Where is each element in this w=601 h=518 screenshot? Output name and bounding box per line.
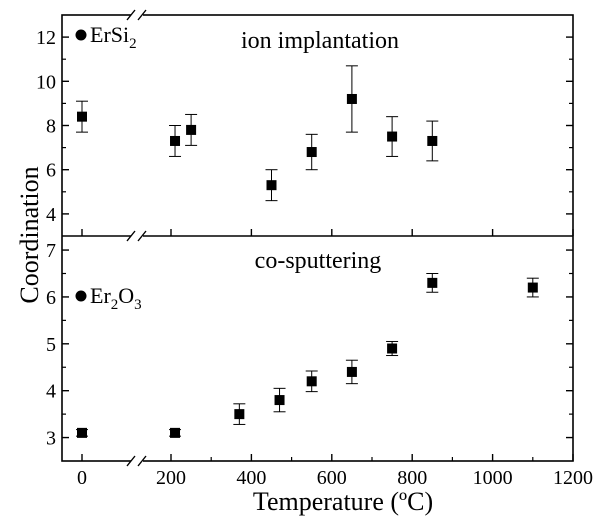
legend-marker xyxy=(75,29,87,41)
axis-break-mark xyxy=(137,9,147,21)
data-point xyxy=(77,427,87,438)
data-point xyxy=(346,93,357,104)
data-point xyxy=(387,131,398,142)
plot-frame xyxy=(61,14,574,462)
x-tick-label: 0 xyxy=(77,467,87,489)
x-tick-label: 1000 xyxy=(473,467,513,489)
axis-break-mark xyxy=(126,455,136,467)
x-tick-label: 200 xyxy=(156,467,186,489)
legend-label: ErSi2 xyxy=(90,22,137,52)
data-point xyxy=(274,395,285,406)
data-point xyxy=(234,409,245,420)
x-tick-label: 600 xyxy=(317,467,347,489)
x-axis: 0 200 400 600 800 1000 1200 xyxy=(77,229,593,489)
data-point xyxy=(77,111,87,122)
data-point xyxy=(387,343,398,354)
x-tick-label: 800 xyxy=(397,467,427,489)
data-point xyxy=(306,376,317,387)
data-point xyxy=(306,147,317,158)
y-tick-label: 7 xyxy=(46,240,56,262)
axis-break-mark xyxy=(126,230,136,242)
x-axis-label: Temperature (ºC) xyxy=(253,487,433,516)
ion-implantation-panel: 4 6 8 10 12 ion implantation ErSi2 xyxy=(36,22,573,226)
co-sputtering-panel: 3 4 5 6 7 co-sputtering Er2O3 xyxy=(46,240,573,450)
y-tick-label: 6 xyxy=(46,160,56,182)
legend-marker xyxy=(75,290,87,302)
y-tick-label: 6 xyxy=(46,287,56,309)
data-point xyxy=(427,277,438,288)
x-tick-label: 1200 xyxy=(553,467,593,489)
axis-break-gap xyxy=(131,12,143,18)
y-tick-label: 8 xyxy=(46,116,56,138)
y-tick-label: 4 xyxy=(46,381,56,403)
data-point xyxy=(527,282,538,293)
panel-title: co-sputtering xyxy=(255,248,382,274)
data-point xyxy=(170,135,181,146)
y-tick-label: 5 xyxy=(46,334,56,356)
axis-break-mark xyxy=(126,9,136,21)
axis-break-gap xyxy=(131,233,143,239)
data-point xyxy=(266,180,277,191)
axis-break-mark xyxy=(137,230,147,242)
data-point xyxy=(427,135,438,146)
y-tick-label: 4 xyxy=(46,204,56,226)
axis-break-mark xyxy=(137,455,147,467)
data-point xyxy=(186,124,197,135)
panel-title: ion implantation xyxy=(241,28,399,54)
axis-break-gap xyxy=(131,458,143,464)
y-tick-label: 3 xyxy=(46,428,56,450)
y-tick-label: 12 xyxy=(36,27,56,49)
data-point xyxy=(170,427,181,438)
y-axis-label: Coordination xyxy=(15,166,44,303)
x-tick-label: 400 xyxy=(236,467,266,489)
legend-label: Er2O3 xyxy=(90,283,142,313)
data-point xyxy=(346,366,357,377)
y-tick-label: 10 xyxy=(36,71,56,93)
